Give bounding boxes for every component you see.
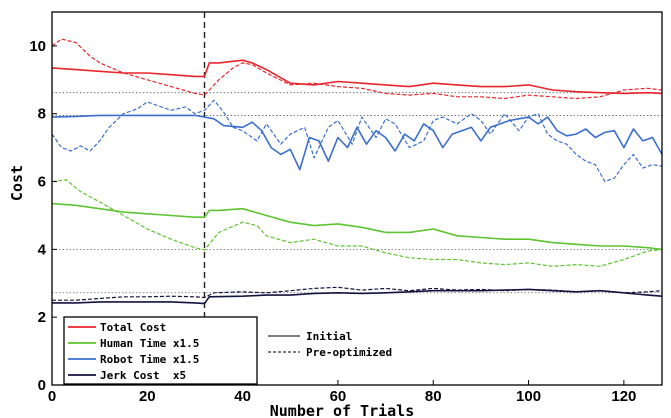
- legend-label: Total Cost: [100, 321, 166, 334]
- y-axis-title: Cost: [8, 165, 26, 201]
- reference-lines: [52, 92, 662, 294]
- x-tick-label: 100: [516, 388, 541, 405]
- series-lines: [51, 38, 663, 305]
- robot-time-x1-5-initial-line: [51, 114, 663, 171]
- legend-style-label: Pre-optimized: [306, 346, 392, 359]
- jerk-cost-x5-initial-line: [52, 288, 663, 305]
- x-axis-title: Number of Trials: [270, 402, 415, 418]
- robot-time-x1-5-preoptimized-line: [51, 99, 663, 183]
- legend-label: Human Time x1.5: [100, 337, 199, 350]
- legend: Total Cost Human Time x1.5 Robot Time x1.5…: [63, 316, 392, 385]
- y-tick-label: 4: [38, 241, 47, 258]
- y-tick-label: 10: [29, 38, 46, 55]
- y-tick-label: 8: [38, 106, 46, 123]
- x-tick-label: 80: [425, 388, 442, 405]
- legend-label: Robot Time x1.5: [100, 353, 199, 366]
- total-cost-initial-line: [51, 59, 663, 95]
- x-tick-label: 20: [139, 388, 156, 405]
- legend-style-label: Initial: [306, 330, 352, 343]
- y-tick-label: 2: [38, 309, 46, 326]
- x-tick-label: 40: [234, 388, 251, 405]
- legend-box: [63, 316, 258, 385]
- legend-label: Jerk Cost x5: [100, 369, 186, 382]
- x-tick-label: 120: [611, 388, 636, 405]
- human-time-x1-5-preoptimized-line: [51, 179, 663, 267]
- x-tick-label: 0: [48, 388, 56, 405]
- x-tick-label: 60: [330, 388, 347, 405]
- y-tick-label: 6: [38, 174, 46, 191]
- plot-frame: [51, 11, 663, 386]
- y-axis-ticks: 0 2 4 6 8 10: [29, 38, 57, 394]
- human-time-x1-5-initial-line: [51, 202, 663, 251]
- total-cost-preoptimized-line: [51, 38, 663, 100]
- x-axis-ticks: 0 20 40 60 80 100 120: [48, 380, 636, 405]
- y-tick-label: 0: [38, 377, 46, 394]
